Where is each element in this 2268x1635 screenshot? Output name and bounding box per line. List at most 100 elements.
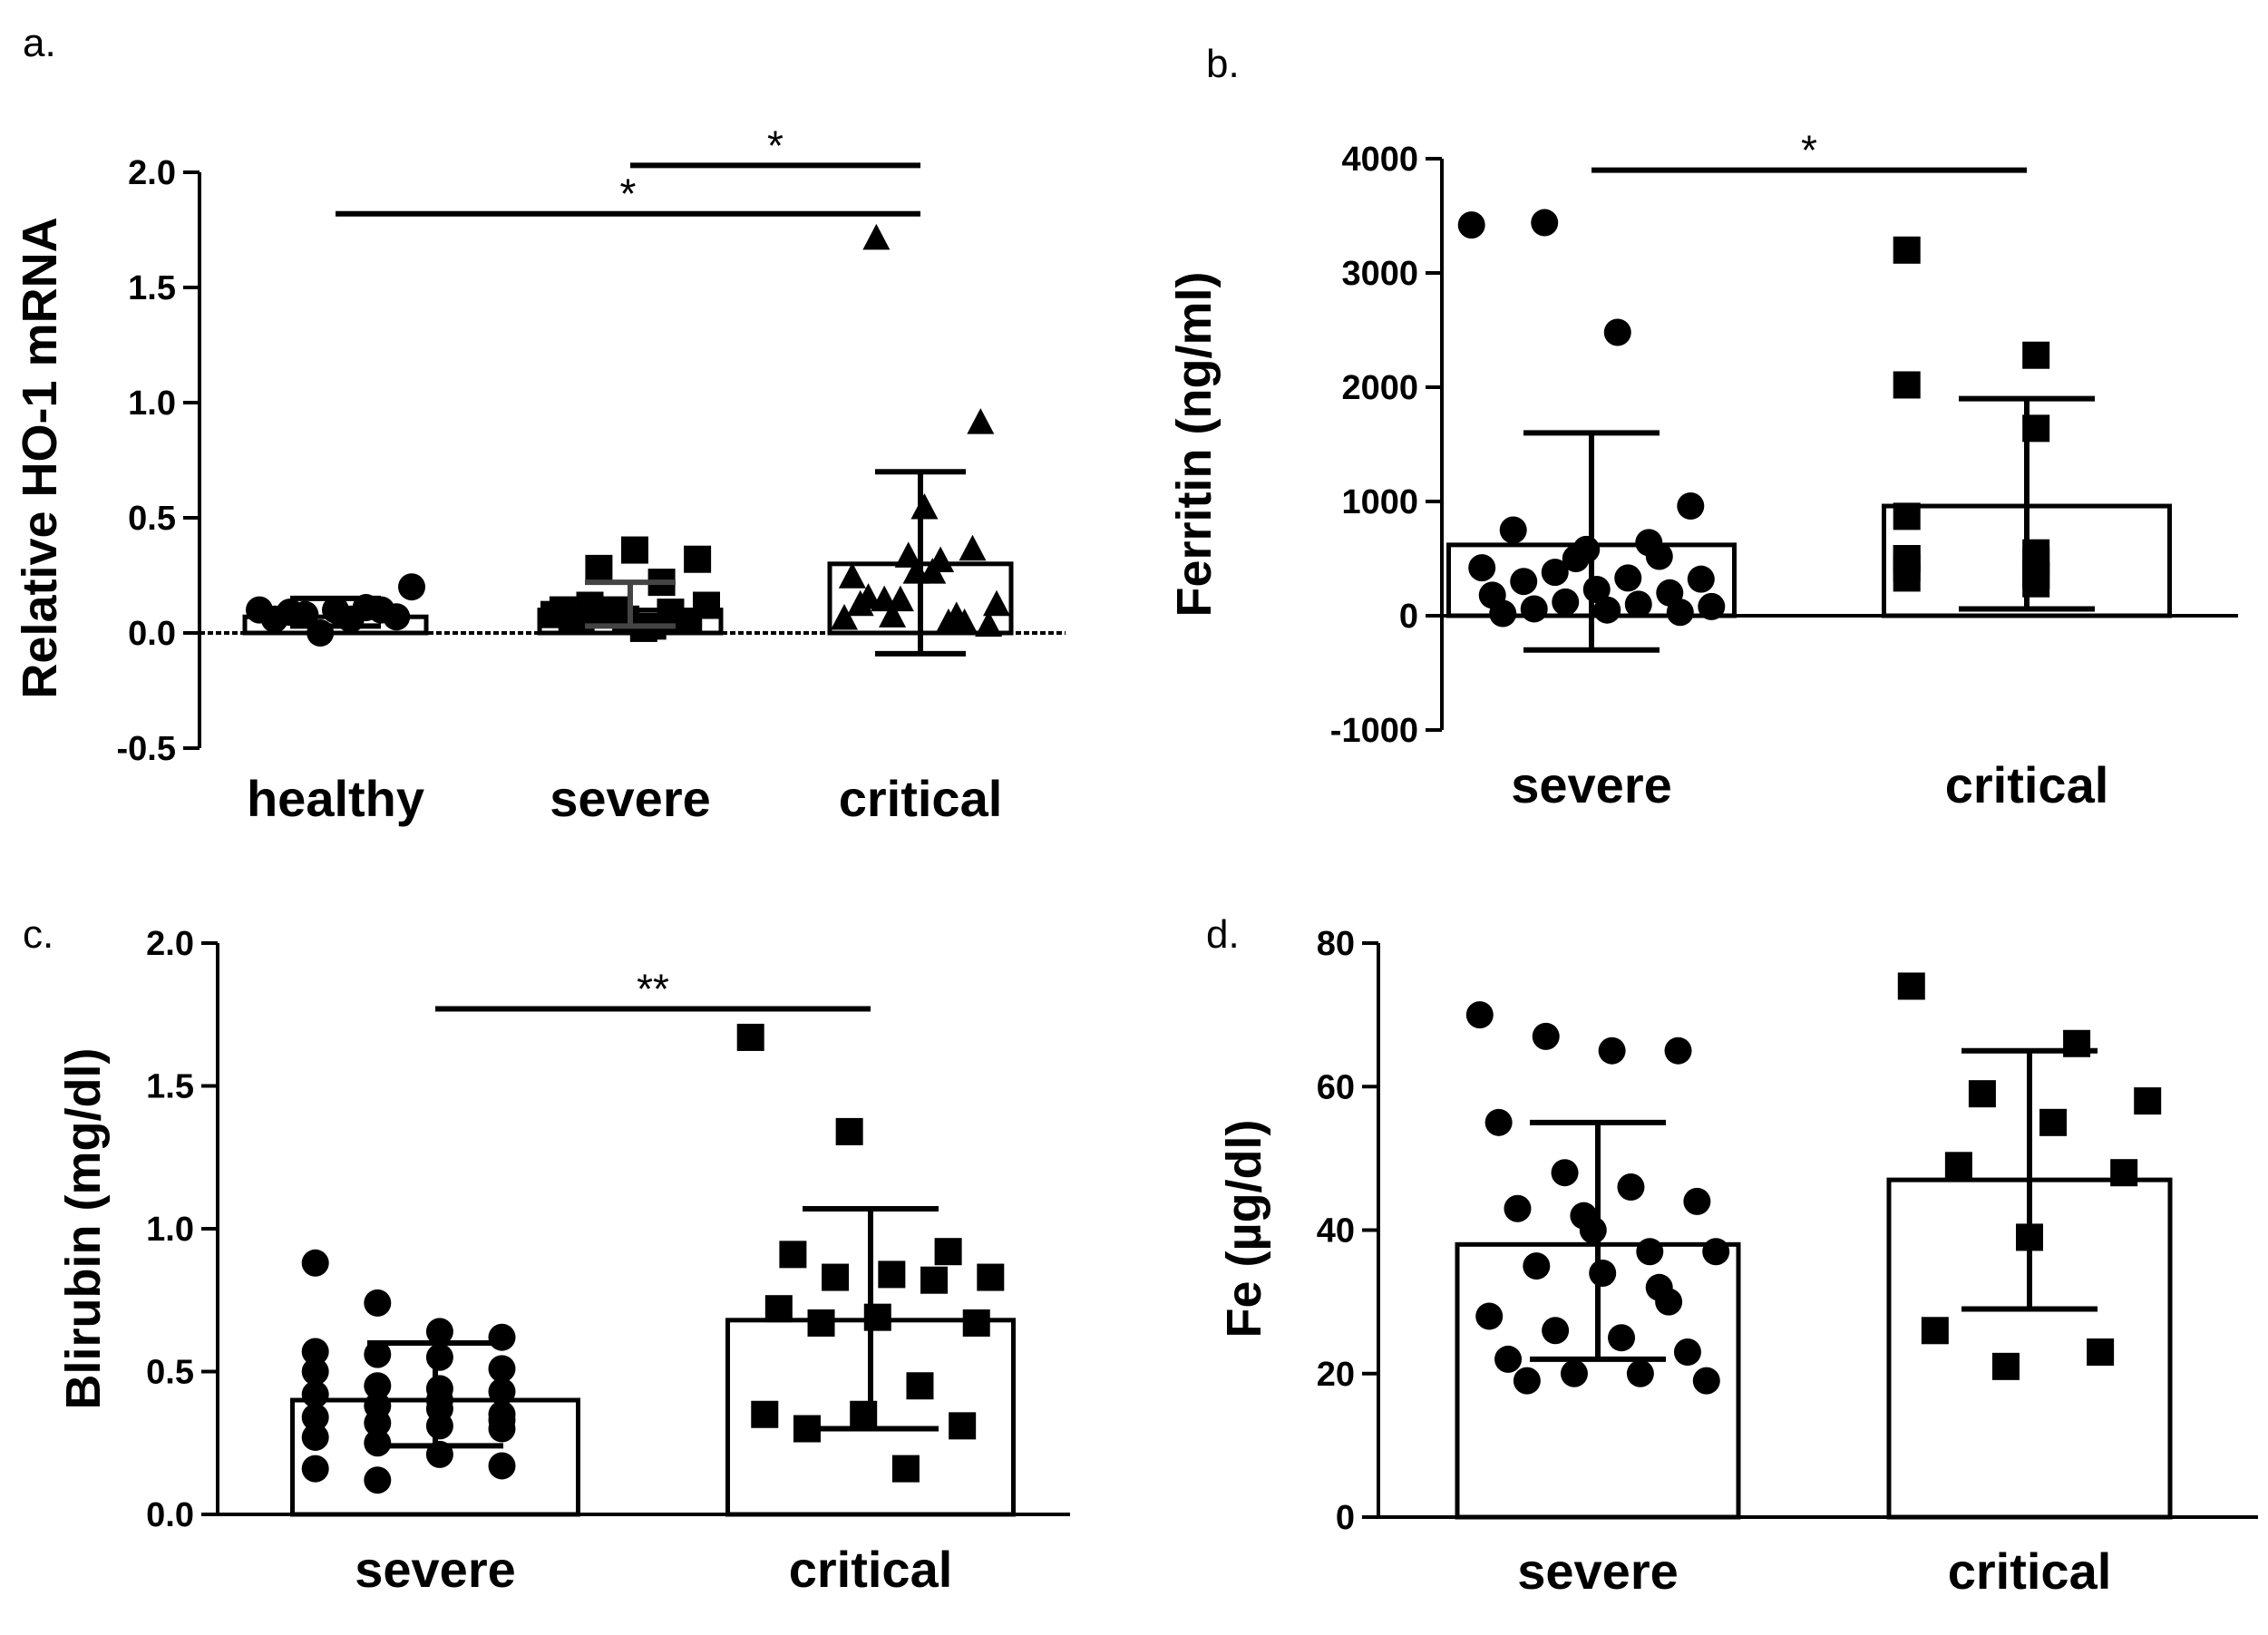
significance-label: * bbox=[1801, 127, 1817, 174]
data-point bbox=[301, 1455, 329, 1483]
data-point bbox=[301, 1423, 329, 1451]
data-point bbox=[1617, 1173, 1645, 1202]
data-point bbox=[1645, 1273, 1673, 1301]
bar-group-severe bbox=[1446, 209, 1737, 653]
data-point bbox=[1698, 592, 1726, 620]
data-point bbox=[1504, 1194, 1532, 1222]
panel-d: d. 0 20 40 60 80 Fe (µg/dl) severe critical bbox=[1206, 912, 2258, 1600]
data-point bbox=[838, 562, 866, 589]
y-tick-label: 2.0 bbox=[128, 154, 176, 192]
data-point bbox=[1893, 502, 1921, 530]
data-point bbox=[1489, 599, 1517, 628]
data-point bbox=[927, 546, 955, 572]
data-point bbox=[807, 1309, 835, 1337]
data-point bbox=[488, 1452, 516, 1480]
data-point bbox=[1510, 568, 1538, 596]
data-point bbox=[364, 1289, 392, 1317]
data-point bbox=[959, 534, 987, 561]
data-point bbox=[879, 601, 907, 628]
data-point bbox=[831, 603, 858, 630]
data-point bbox=[2022, 341, 2050, 369]
data-point bbox=[425, 1387, 453, 1414]
data-point bbox=[835, 1117, 863, 1145]
data-point bbox=[488, 1323, 516, 1351]
data-point bbox=[1475, 1302, 1504, 1330]
data-point bbox=[891, 1455, 920, 1483]
bar-group-severe bbox=[537, 536, 724, 642]
data-point bbox=[1673, 1338, 1701, 1367]
y-tick-label: -0.5 bbox=[117, 730, 176, 768]
y-tick-label: 1000 bbox=[1341, 483, 1418, 521]
panel-label: c. bbox=[23, 912, 54, 957]
data-point bbox=[1541, 559, 1569, 587]
data-point bbox=[967, 408, 995, 434]
data-point bbox=[1636, 1238, 1664, 1266]
data-point bbox=[1991, 1352, 2020, 1380]
data-point bbox=[1552, 588, 1580, 616]
data-point bbox=[2039, 1108, 2068, 1136]
data-point bbox=[549, 596, 577, 624]
y-tick-label: 60 bbox=[1317, 1068, 1355, 1106]
data-point bbox=[1499, 516, 1527, 544]
y-tick-label: 0.5 bbox=[146, 1354, 194, 1392]
data-point bbox=[1562, 545, 1590, 572]
data-point bbox=[1893, 545, 1921, 572]
data-point bbox=[779, 1241, 807, 1269]
y-tick-label: 2.0 bbox=[146, 925, 194, 963]
y-tick-label: 0.5 bbox=[128, 500, 176, 538]
data-point bbox=[1624, 590, 1652, 618]
data-point bbox=[1702, 1238, 1730, 1266]
data-point bbox=[1494, 1345, 1523, 1373]
data-point bbox=[962, 1309, 990, 1337]
data-point bbox=[1677, 492, 1705, 521]
data-point bbox=[2087, 1338, 2115, 1367]
data-point bbox=[1484, 1108, 1513, 1136]
y-axis-title: Fe (µg/dl) bbox=[1217, 1119, 1271, 1338]
y-tick-label: 0 bbox=[1399, 598, 1418, 636]
data-point bbox=[1692, 1367, 1720, 1395]
y-axis-title: Ferritin (ng/ml) bbox=[1167, 272, 1222, 618]
data-point bbox=[906, 1372, 934, 1400]
data-point bbox=[1893, 236, 1921, 264]
data-point bbox=[301, 1403, 329, 1431]
data-point bbox=[1893, 371, 1921, 399]
y-tick-label: -1000 bbox=[1330, 712, 1418, 750]
y-axis-title: Relative HO-1 mRNA bbox=[13, 217, 67, 698]
bar-group-healthy bbox=[242, 573, 429, 647]
data-point bbox=[977, 1263, 1005, 1291]
data-point bbox=[398, 573, 425, 601]
panel-label: b. bbox=[1206, 42, 1240, 86]
y-tick-label: 4000 bbox=[1341, 141, 1418, 179]
data-point bbox=[1598, 1036, 1626, 1065]
data-point bbox=[910, 493, 939, 520]
y-tick-label: 40 bbox=[1317, 1212, 1355, 1251]
data-point bbox=[425, 1343, 453, 1371]
data-point bbox=[1523, 1252, 1551, 1280]
data-point bbox=[488, 1355, 516, 1383]
data-point bbox=[1520, 595, 1548, 623]
data-point bbox=[822, 1263, 850, 1291]
y-tick-label: 0.0 bbox=[146, 1496, 194, 1534]
y-tick-label: 3000 bbox=[1341, 255, 1418, 293]
data-point bbox=[260, 605, 288, 633]
data-point bbox=[1457, 211, 1485, 239]
data-point bbox=[585, 554, 613, 582]
y-tick-label: 2000 bbox=[1341, 369, 1418, 407]
data-point bbox=[1603, 318, 1631, 346]
data-point bbox=[301, 1338, 329, 1366]
data-point bbox=[1513, 1367, 1541, 1395]
bar-group-critical bbox=[725, 1023, 1016, 1517]
data-point bbox=[1635, 529, 1663, 557]
data-point bbox=[488, 1377, 516, 1406]
panel-label: d. bbox=[1206, 912, 1240, 957]
data-point bbox=[751, 1400, 779, 1428]
data-point bbox=[1664, 1036, 1692, 1065]
data-point bbox=[1579, 1216, 1607, 1244]
data-point bbox=[862, 223, 891, 250]
data-point bbox=[425, 1412, 453, 1440]
data-point bbox=[367, 596, 395, 624]
data-point bbox=[1560, 1359, 1588, 1387]
data-point bbox=[364, 1340, 392, 1368]
data-point bbox=[1968, 1080, 1996, 1108]
bar-group-critical bbox=[1886, 972, 2173, 1520]
